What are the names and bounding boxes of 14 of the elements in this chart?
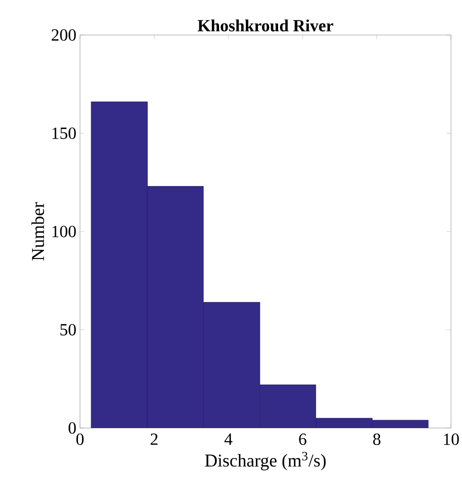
x-axis-title: Discharge (m$^{3}$/s) xyxy=(205,452,326,470)
y-tick-label: 150 xyxy=(52,128,76,139)
y-tick-label: 100 xyxy=(52,226,76,238)
x-tick-label: 10 xyxy=(444,434,459,446)
x-tick-label: 4 xyxy=(224,434,232,445)
x-tick-label: 6 xyxy=(299,434,306,445)
y-tick-label: 200 xyxy=(52,29,76,41)
y-axis-title: Number xyxy=(31,202,44,260)
y-tick-label: 0 xyxy=(68,422,76,434)
x-tick-label: 0 xyxy=(76,434,84,446)
x-tick-label: 2 xyxy=(150,434,158,445)
x-tick-label: 8 xyxy=(373,434,380,446)
y-tick-label: 50 xyxy=(60,324,76,336)
chart-title: Khoshkroud River xyxy=(198,19,334,32)
